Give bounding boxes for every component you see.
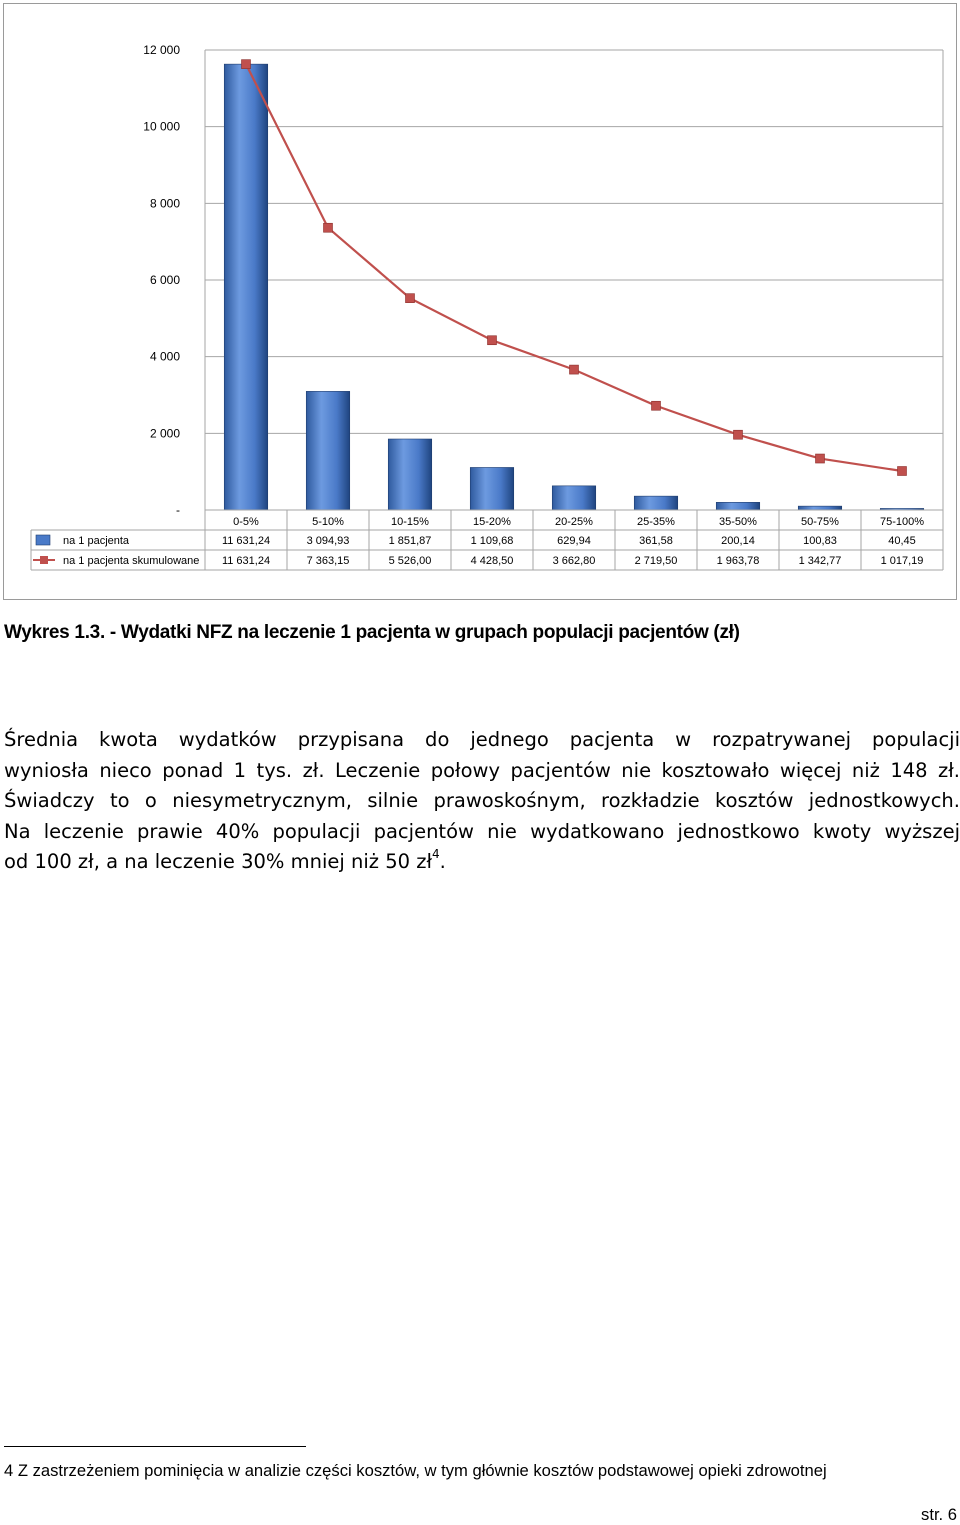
data-label: 40,45	[888, 535, 916, 547]
x-tick-label: 50-75%	[801, 516, 839, 528]
chart-caption: Wykres 1.3. - Wydatki NFZ na leczenie 1 …	[4, 622, 740, 643]
line-point	[487, 335, 497, 346]
legend-key-bar	[35, 534, 51, 546]
data-label: 4 428,50	[471, 555, 514, 567]
footnote-separator	[4, 1446, 306, 1447]
x-tick-label: 10-15%	[391, 516, 429, 528]
line-point	[651, 400, 661, 411]
bar	[715, 502, 761, 511]
bar	[387, 438, 433, 511]
x-tick-label: 0-5%	[233, 516, 259, 528]
x-tick-label: 15-20%	[473, 516, 511, 528]
footnote-reference[interactable]: 4	[432, 847, 440, 862]
line-point	[323, 222, 333, 233]
data-label: 11 631,24	[222, 555, 270, 567]
page-number: str. 6	[921, 1505, 957, 1524]
paragraph-line: Na leczenie prawie 40% populacji pacjent…	[4, 819, 960, 843]
bar	[469, 467, 515, 511]
data-label: 200,14	[721, 535, 755, 547]
line-point	[405, 293, 415, 303]
bar	[223, 63, 269, 511]
chart: - 2 000 4 000 6 000 8 000 10 000 12 000 0-5% 5-1…	[30, 43, 944, 571]
x-tick-label: 25-35%	[637, 516, 675, 528]
data-label: 361,58	[639, 535, 673, 547]
y-tick-label: 12 000	[143, 43, 180, 57]
data-label: 1 017,19	[881, 555, 924, 567]
data-label: 629,94	[557, 535, 591, 547]
bar	[551, 485, 597, 511]
paragraph-line: Świadczy to o niesymetrycznym, silnie pr…	[4, 789, 960, 813]
y-tick-label: -	[176, 503, 180, 517]
paragraph-line: wyniosła nieco ponad 1 tys. zł. Leczenie…	[4, 758, 960, 782]
x-tick-label: 5-10%	[312, 516, 344, 528]
data-label: 3 094,93	[307, 535, 350, 547]
body-paragraph: Średnia kwota wydatków przypisana do jed…	[4, 725, 960, 878]
data-label: 100,83	[803, 535, 837, 547]
y-tick-label: 2 000	[150, 426, 180, 440]
y-tick-label: 4 000	[150, 350, 180, 364]
paragraph-line: Średnia kwota wydatków przypisana do jed…	[4, 728, 960, 751]
data-label: 1 851,87	[389, 535, 432, 547]
y-tick-label: 6 000	[150, 273, 180, 287]
paragraph-line-last: od 100 zł, a na leczenie 30% mniej niż 5…	[4, 847, 960, 878]
legend-label: na 1 pacjenta	[63, 535, 130, 547]
x-tick-label: 35-50%	[719, 516, 757, 528]
footnote-text: 4 Z zastrzeżeniem pominięcia w analizie …	[4, 1461, 827, 1480]
bar	[797, 505, 843, 511]
x-tick-label: 75-100%	[880, 516, 924, 528]
paragraph-period: .	[439, 850, 446, 874]
bar	[305, 391, 351, 511]
data-label: 7 363,15	[307, 555, 350, 567]
x-tick-label: 20-25%	[555, 516, 593, 528]
data-label: 1 963,78	[717, 555, 760, 567]
y-tick-label: 8 000	[150, 196, 180, 210]
legend-key-marker	[40, 556, 48, 564]
line-point	[733, 429, 743, 440]
bar	[633, 495, 679, 511]
data-label: 3 662,80	[553, 555, 596, 567]
paragraph-text: od 100 zł, a na leczenie 30% mniej niż 5…	[4, 850, 433, 874]
line-point	[241, 59, 251, 69]
data-label: 2 719,50	[635, 555, 678, 567]
line-point	[815, 453, 825, 464]
data-label: 1 342,77	[799, 555, 842, 567]
line-point	[897, 466, 907, 476]
data-label: 5 526,00	[389, 555, 432, 567]
data-label: 1 109,68	[471, 535, 514, 547]
legend-label: na 1 pacjenta skumulowane	[63, 555, 199, 567]
data-label: 11 631,24	[222, 535, 270, 547]
y-tick-label: 10 000	[143, 120, 180, 134]
line-point	[569, 364, 579, 375]
